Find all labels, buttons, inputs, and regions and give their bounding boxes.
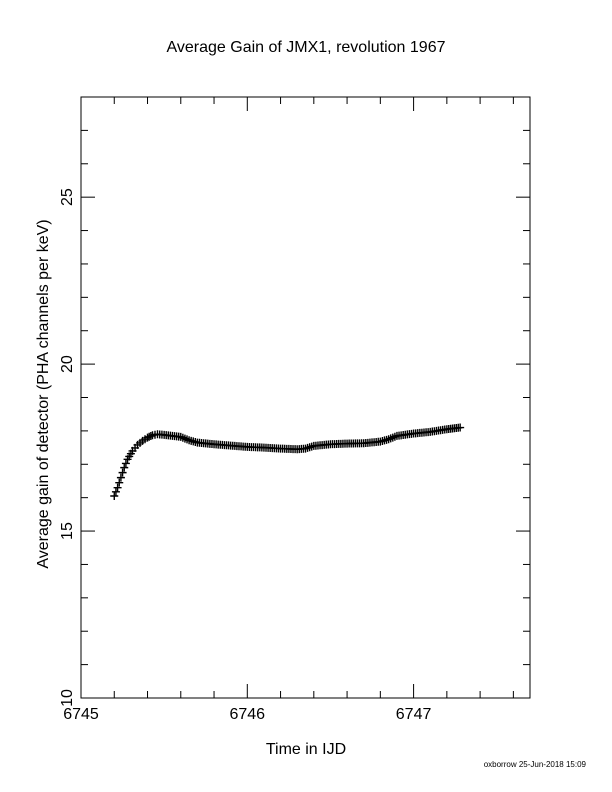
data-point xyxy=(118,468,127,477)
y-tick-label: 25 xyxy=(59,188,76,206)
axis-ticks xyxy=(80,96,530,699)
x-axis-label: Time in IJD xyxy=(266,741,346,758)
data-point xyxy=(111,487,120,496)
x-tick-label: 6747 xyxy=(396,706,432,723)
chart-title: Average Gain of JMX1, revolution 1967 xyxy=(167,39,446,56)
data-point xyxy=(121,459,130,468)
x-tick-label: 6745 xyxy=(63,706,99,723)
plot-frame xyxy=(80,96,531,699)
tick-labels: 6745 6746 6747 10 15 20 25 xyxy=(59,188,431,723)
data-point xyxy=(110,491,119,500)
y-tick-label: 20 xyxy=(59,355,76,373)
data-points xyxy=(110,423,465,500)
footer-credit: oxborrow 25-Jun-2018 15:09 xyxy=(484,760,587,769)
y-tick-label: 10 xyxy=(59,689,76,707)
data-point xyxy=(456,423,465,432)
data-point xyxy=(120,463,129,472)
y-tick-label: 15 xyxy=(59,522,76,540)
x-tick-label: 6746 xyxy=(229,706,265,723)
y-axis-label: Average gain of detector (PHA channels p… xyxy=(35,219,52,568)
data-point xyxy=(146,432,155,441)
data-point xyxy=(113,483,122,492)
data-point xyxy=(116,473,125,482)
data-point xyxy=(115,478,124,487)
